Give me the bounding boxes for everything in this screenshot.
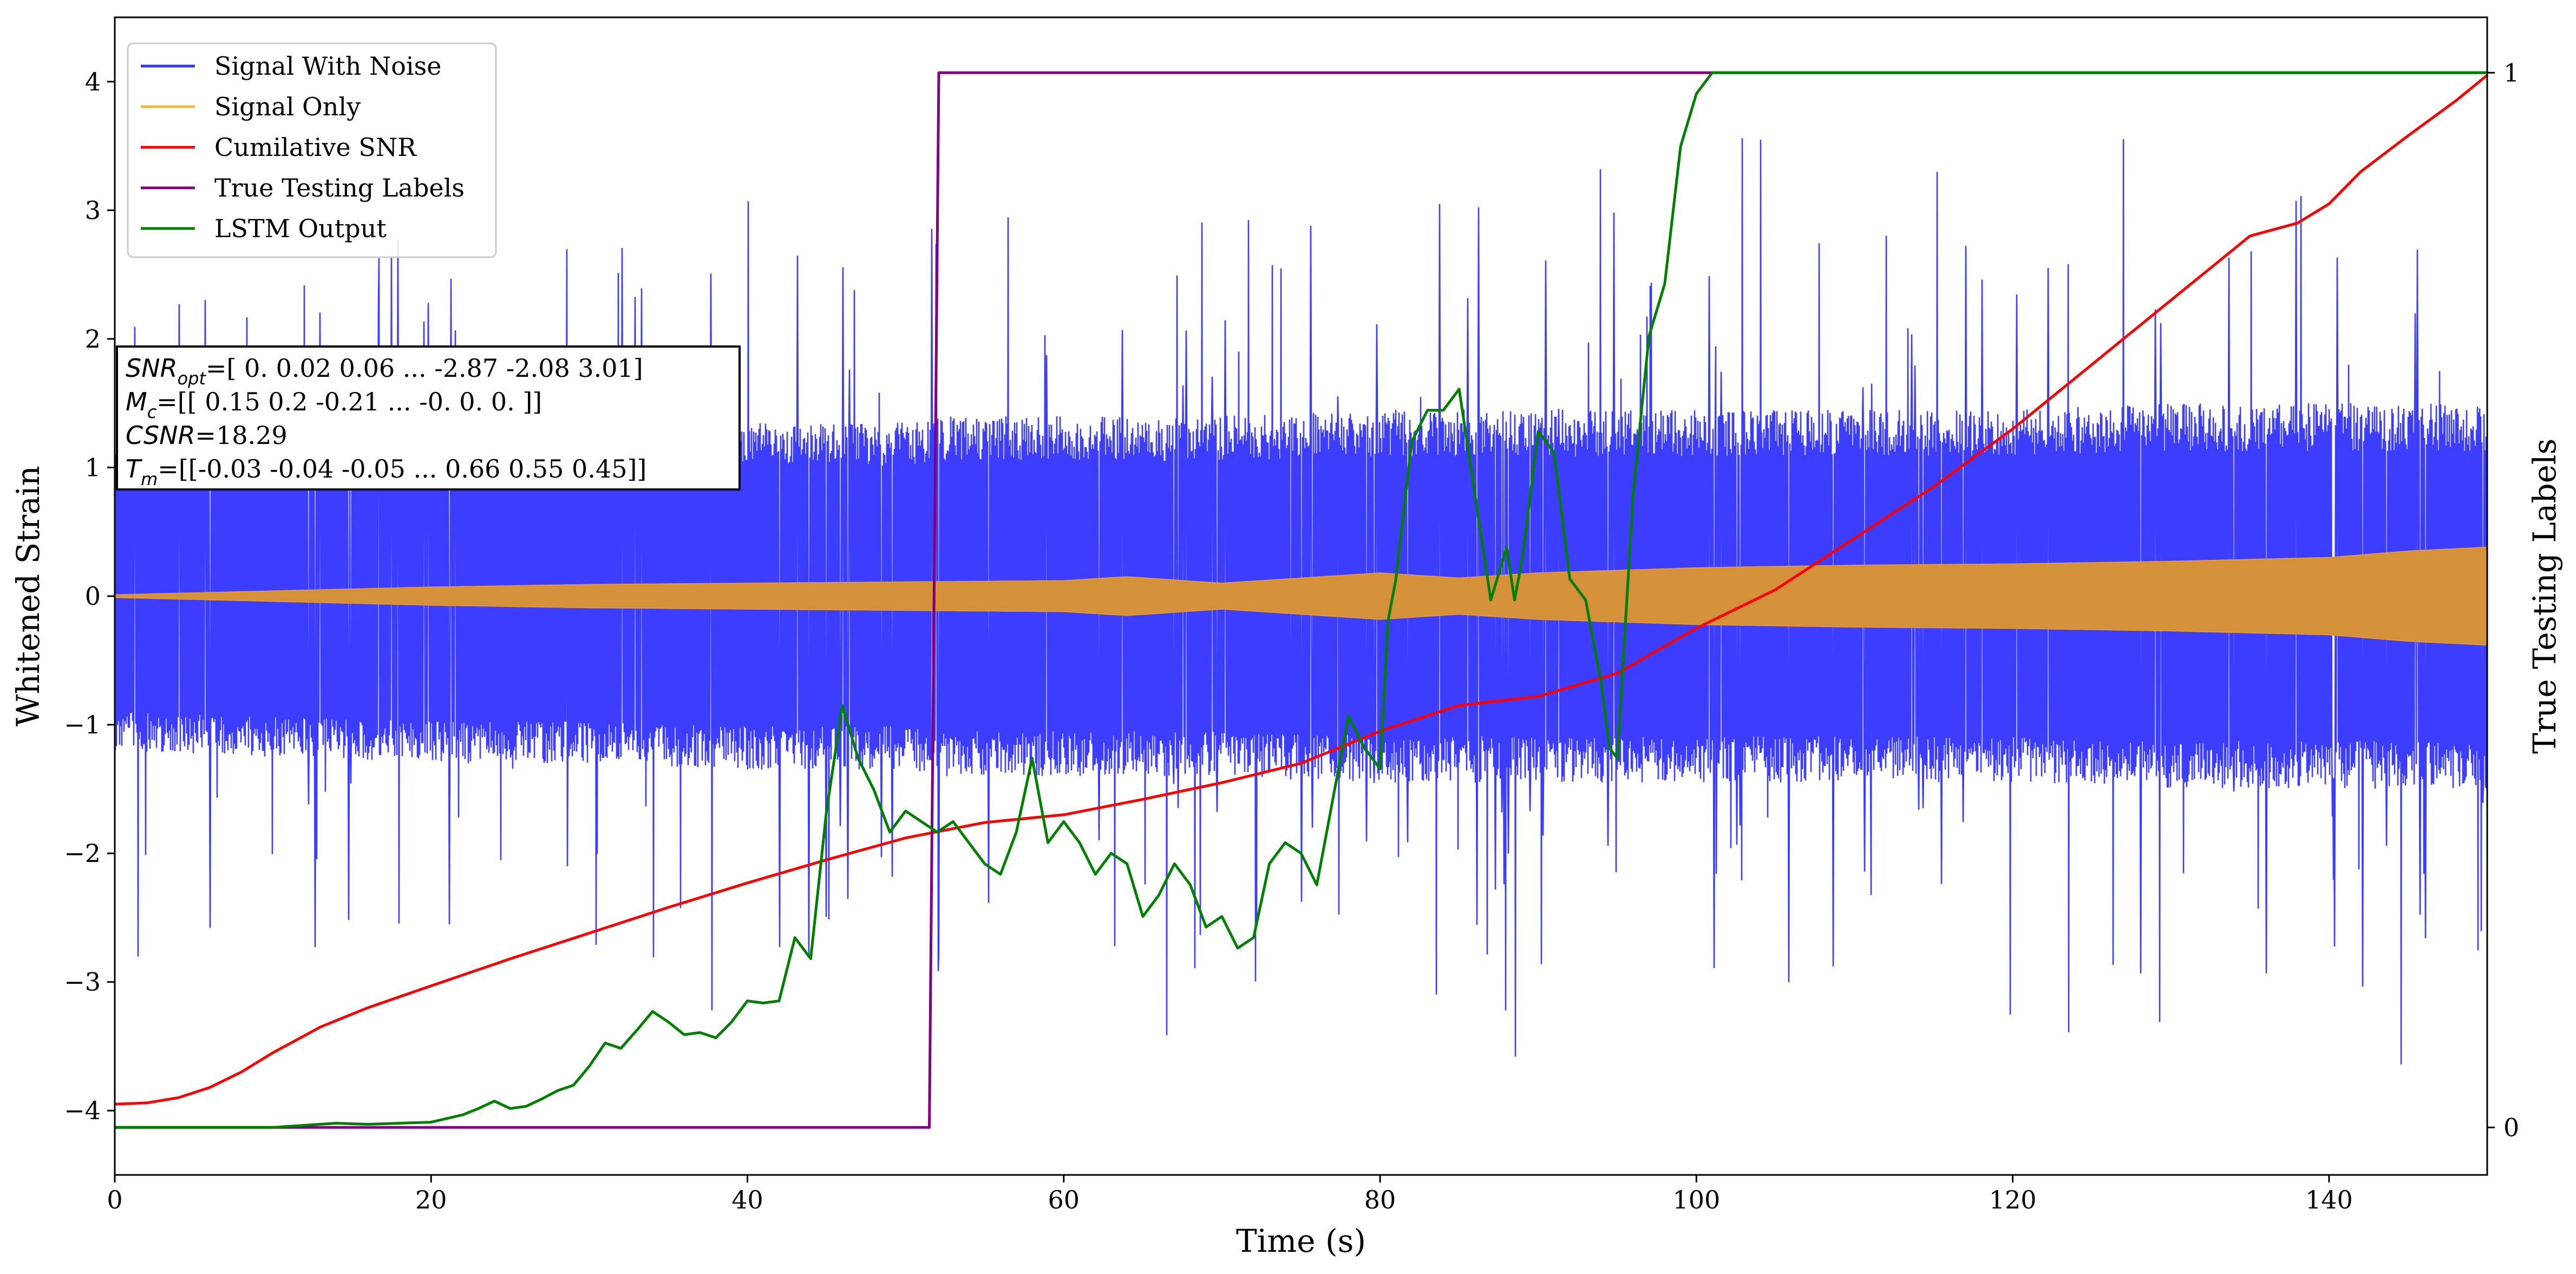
legend-label: True Testing Labels <box>214 173 465 202</box>
x-tick-label: 0 <box>107 1185 122 1214</box>
y-tick-label: 2 <box>85 324 101 354</box>
annotation-line: Tm=[[-0.03 -0.04 -0.05 ... 0.66 0.55 0.4… <box>126 454 646 489</box>
series-cumilative-snr <box>115 74 2487 1106</box>
series-signal-with-noise <box>115 138 2487 1065</box>
y-right-tick-label: 1 <box>2503 58 2519 87</box>
y-tick-label: 0 <box>85 582 101 611</box>
y-tick-label: −4 <box>64 1096 101 1125</box>
y-axis-right-label: True Testing Labels <box>2526 439 2563 754</box>
x-tick-label: 80 <box>1364 1185 1396 1214</box>
annotation-box: SNRopt=[ 0. 0.02 0.06 ... -2.87 -2.08 3.… <box>116 345 741 491</box>
legend-label: Cumilative SNR <box>214 133 417 162</box>
y-tick-label: 4 <box>85 67 101 96</box>
y-tick-label: 1 <box>85 453 101 482</box>
annotation-line: SNRopt=[ 0. 0.02 0.06 ... -2.87 -2.08 3.… <box>126 354 643 389</box>
legend-frame <box>127 42 497 258</box>
annotation-line: Mc=[[ 0.15 0.2 -0.21 ... -0. 0. 0. ]] <box>126 387 542 422</box>
y-tick-label: −2 <box>64 839 101 868</box>
y-tick-label: −1 <box>64 710 101 740</box>
legend: Signal With Noise Signal Only Cumilative S… <box>127 42 497 258</box>
y-tick-label: 3 <box>85 195 101 225</box>
y-axis: −4 −3 −2 −1 0 1 2 3 4 <box>64 67 115 1125</box>
annotation-line: CSNR=18.29 <box>126 421 287 450</box>
annotation-frame <box>116 345 741 491</box>
x-tick-label: 60 <box>1048 1185 1080 1214</box>
series-layer <box>115 71 2487 1129</box>
y-axis-right: 01 <box>2487 58 2519 1142</box>
x-tick-label: 40 <box>731 1185 763 1214</box>
x-tick-label: 20 <box>415 1185 447 1214</box>
legend-label: LSTM Output <box>214 214 387 243</box>
series-signal-only <box>115 546 2487 646</box>
y-tick-label: −3 <box>64 968 101 997</box>
legend-label: Signal Only <box>214 92 361 121</box>
x-tick-label: 140 <box>2305 1185 2353 1214</box>
x-tick-label: 120 <box>1989 1185 2037 1214</box>
y-right-tick-label: 0 <box>2503 1113 2519 1142</box>
x-tick-label: 100 <box>1672 1185 1720 1214</box>
x-axis: 0 20 40 60 80 100 120 140 <box>107 1175 2353 1214</box>
series-lstm-output <box>115 71 2487 1129</box>
x-axis-label: Time (s) <box>1236 1223 1366 1259</box>
legend-label: Signal With Noise <box>214 51 441 81</box>
y-axis-label: Whitened Strain <box>10 466 47 727</box>
